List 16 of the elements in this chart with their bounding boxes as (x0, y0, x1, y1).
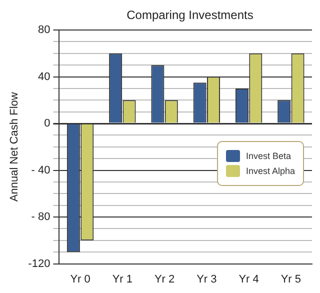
x-tick-label: Yr 4 (238, 273, 259, 286)
y-tick-label: 0 (44, 118, 50, 130)
x-tick-label: Yr 5 (280, 273, 302, 286)
x-tick-label: Yr 2 (154, 273, 175, 286)
x-tick-label: Yr 1 (112, 273, 133, 286)
legend-label: Invest Alpha (246, 166, 295, 176)
chart-title: Comparing Investments (126, 8, 254, 22)
y-tick-label: 80 (38, 24, 50, 36)
y-tick-label: - 40 (31, 164, 50, 176)
x-tick-label: Yr 3 (196, 273, 217, 286)
y-tick-label: - 80 (31, 211, 50, 224)
y-axis-title: Annual Net Cash Flow (8, 92, 21, 202)
y-tick-label: 40 (38, 70, 50, 83)
x-tick-label: Yr 0 (70, 273, 90, 286)
legend-label: Invest Beta (246, 151, 291, 162)
y-tick-label: -120 (28, 258, 50, 270)
